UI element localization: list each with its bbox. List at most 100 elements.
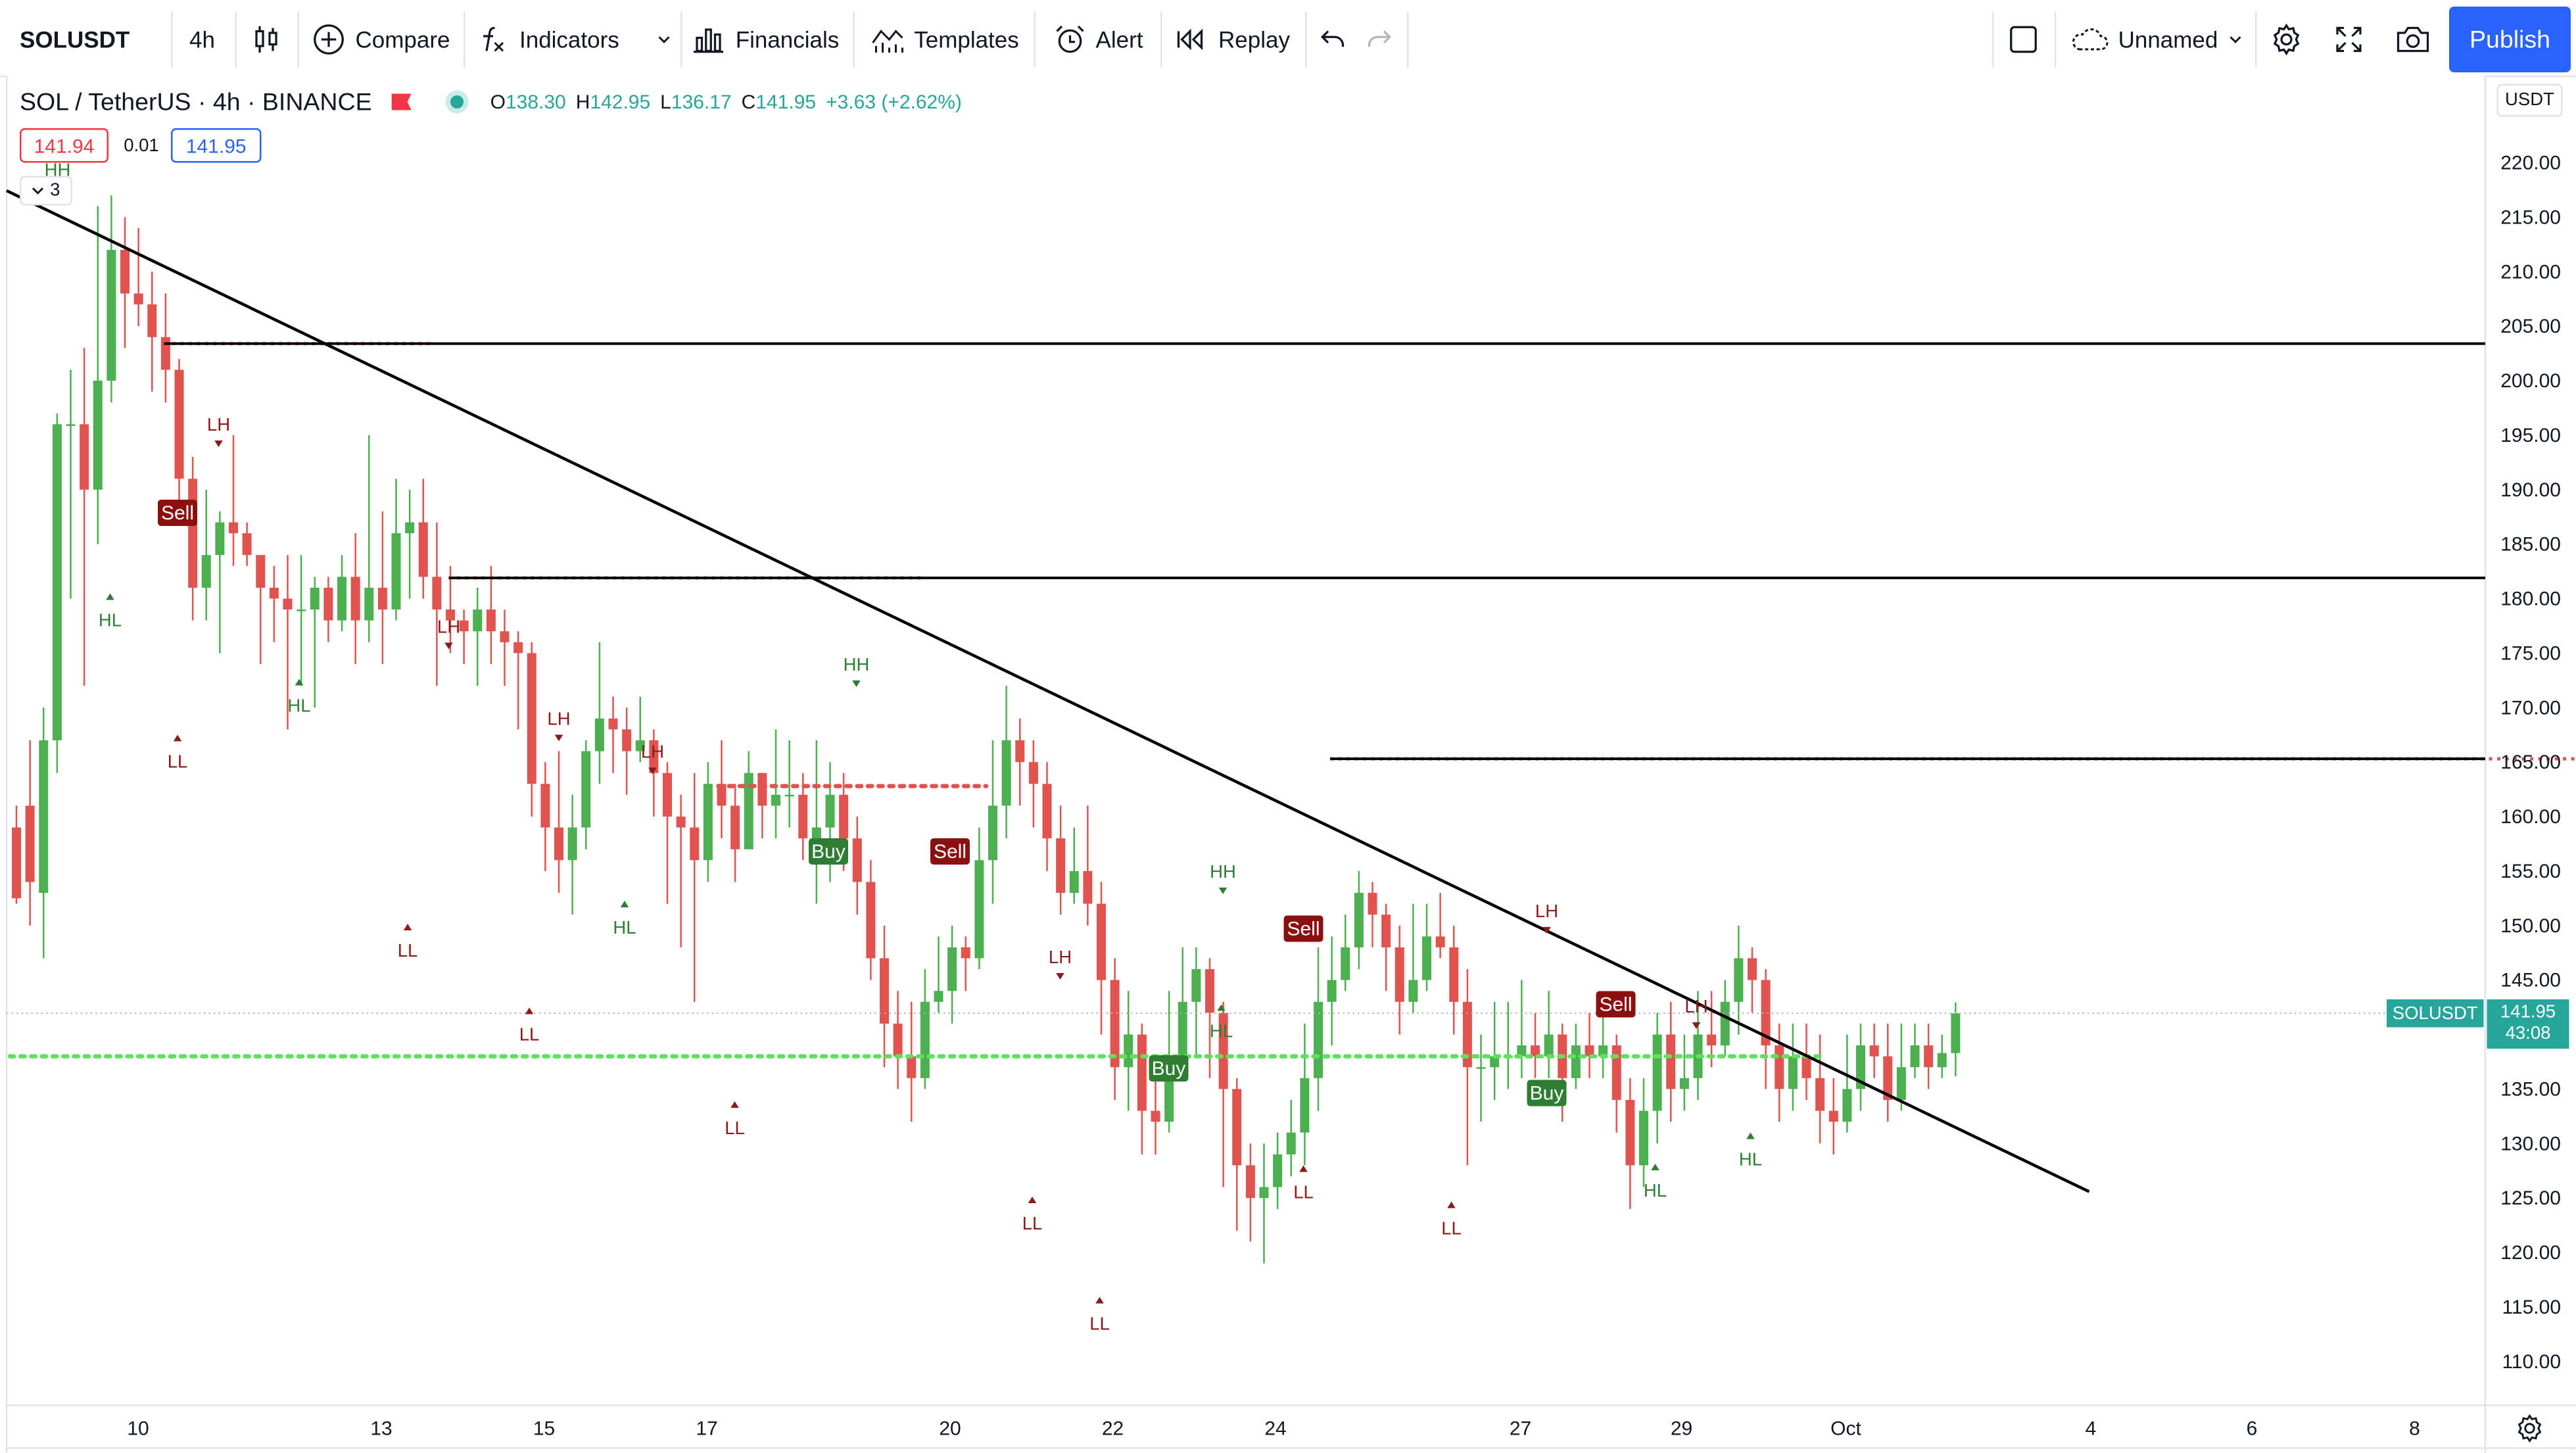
chart-type-button[interactable] [240,9,293,71]
candle-body [1259,1187,1269,1199]
buy-price-button[interactable]: 141.95 [171,128,262,163]
swing-arrow-icon [852,680,861,687]
candle-body [825,794,835,828]
price-tick-label: 175.00 [2500,642,2561,664]
symbol-title[interactable]: SOL / TetherUS · 4h · BINANCE [20,87,372,116]
financials-label: Financials [735,26,840,53]
expand-button[interactable] [2324,9,2373,71]
buy-signal-badge [1149,1055,1189,1082]
templates-button[interactable]: Templates [865,9,1026,71]
candle-body [649,740,659,773]
candle-body [1286,1132,1296,1155]
candle-body [1598,1045,1608,1057]
time-tick-label: 15 [533,1418,555,1440]
candle-body [527,653,537,784]
candle-body [1137,1034,1147,1111]
candle-body [703,784,713,861]
redo-button[interactable] [1358,9,1400,71]
candle-body [513,642,523,654]
swing-arrow-icon [1217,1004,1226,1011]
financials-button[interactable]: Financials [687,9,845,71]
indicators-button[interactable]: Indicators [477,9,680,71]
snapshot-button[interactable] [2387,9,2439,71]
candle-body [1585,1045,1594,1057]
last-price-tag: 141.95 43:08 [2487,999,2569,1049]
levels-layer [6,189,2576,1193]
market-status-dot-icon [450,95,464,108]
publish-button[interactable]: Publish [2449,7,2571,72]
candle-body [1490,1056,1500,1068]
candle-body [1191,969,1201,1002]
settings-button[interactable] [2262,9,2311,71]
fullscreen-mode-button[interactable] [1999,9,2048,71]
candle-body [188,479,198,588]
currency-unit-button[interactable]: USDT [2496,83,2563,117]
publish-label: Publish [2469,25,2550,54]
candle-body [1869,1045,1879,1057]
candle-body [1517,1045,1527,1057]
swing-label-hh: HH [844,654,870,675]
price-tick-label: 150.00 [2500,915,2561,937]
candle-body [622,729,632,751]
candle-body [337,577,346,621]
candle-body [405,522,415,534]
candle-body [1205,969,1214,1013]
candle-body [1666,1034,1676,1089]
undo-button[interactable] [1312,9,1354,71]
candle-body [1788,1056,1798,1089]
swing-arrow-icon [1218,888,1228,894]
symbol-search-button[interactable]: SOLUSDT [10,9,161,71]
chart-canvas[interactable]: HHLHHLLLHLLHLLLHLLLHHLLLHHLHLLHHHLLLLLLL… [0,76,2576,1453]
price-axis[interactable]: 220.00 215.00 210.00 205.00 200.00 195.00 190.… [2500,153,2561,1373]
candle-body [446,609,456,621]
toolbar-divider [2055,11,2057,68]
candle-body [297,609,306,611]
toolbar-divider [297,11,299,68]
candle-body [1151,1110,1160,1122]
alarm-clock-icon [1055,25,1084,53]
sell-signal-label: Sell [1287,918,1320,940]
candle-body [93,381,103,490]
flag-icon[interactable] [391,93,412,110]
swing-arrow-icon [1056,973,1064,980]
price-tick-label: 165.00 [2500,751,2561,773]
candle-body [229,522,238,534]
candle-body [1734,958,1744,1002]
alert-button[interactable]: Alert [1042,9,1154,71]
candle-body [107,250,116,381]
swing-arrow-icon [554,734,563,742]
sell-price-button[interactable]: 141.94 [20,128,108,163]
candle-body [1314,1001,1323,1078]
time-axis[interactable]: 10 13 15 17 20 22 24 27 29 Oct 4 6 8 [127,1418,2420,1440]
interval-button[interactable]: 4h [174,9,230,71]
candle-body [80,424,89,490]
time-tick-label: 24 [1264,1418,1286,1440]
swing-arrow-icon [525,1007,534,1014]
indicators-collapse-button[interactable]: 3 [20,176,72,206]
swing-label-lh: LH [1535,901,1558,921]
swing-arrow-icon [1095,1297,1104,1304]
time-tick-label: 13 [370,1418,392,1440]
candle-body [1381,915,1391,947]
time-tick-label: 8 [2409,1418,2420,1440]
candle-body [1422,936,1431,980]
bar-countdown: 43:08 [2505,1024,2551,1044]
candle-body [784,794,794,797]
camera-icon [2397,26,2429,53]
swing-label-ll: LL [398,940,418,961]
candle-body [256,555,266,588]
layout-menu-button[interactable]: Unnamed [2061,9,2252,71]
candle-body [1639,1110,1648,1166]
compare-button[interactable]: Compare [306,9,457,71]
time-tick-label: 4 [2086,1418,2097,1440]
replay-button[interactable]: Replay [1170,9,1295,71]
candle-body [1354,893,1364,947]
candle-body [1544,1034,1554,1057]
time-tick-label: Oct [1830,1418,1861,1440]
toolbar-divider [1407,11,1409,68]
swing-arrow-icon [648,767,657,774]
chevron-down-icon[interactable] [656,32,672,48]
candle-body [567,827,577,861]
sell-signal-badge [1283,915,1324,942]
chart-settings-button[interactable] [2510,1409,2550,1448]
